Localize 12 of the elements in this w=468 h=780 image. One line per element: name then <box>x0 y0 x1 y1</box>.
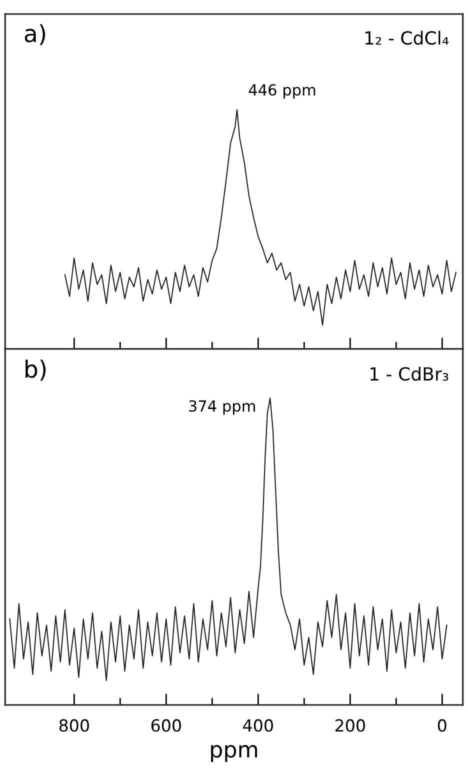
x-tick-label: 200 <box>335 719 365 732</box>
x-tick-label: 800 <box>59 719 89 732</box>
annotation: 374 ppm <box>189 400 255 415</box>
x-tick-label: 0 <box>438 719 446 732</box>
annotation: 446 ppm <box>248 84 316 99</box>
chart-title: b) <box>26 360 46 381</box>
x-tick-label: 600 <box>151 719 181 732</box>
chart-title: a) <box>24 24 46 46</box>
chart-subtitle: 1 - CdBr₃ <box>370 366 448 381</box>
chart-subtitle: 1₂ - CdCl₄ <box>365 30 449 45</box>
x-axis-title: ppm <box>211 744 258 762</box>
x-tick-label: 400 <box>243 719 273 732</box>
